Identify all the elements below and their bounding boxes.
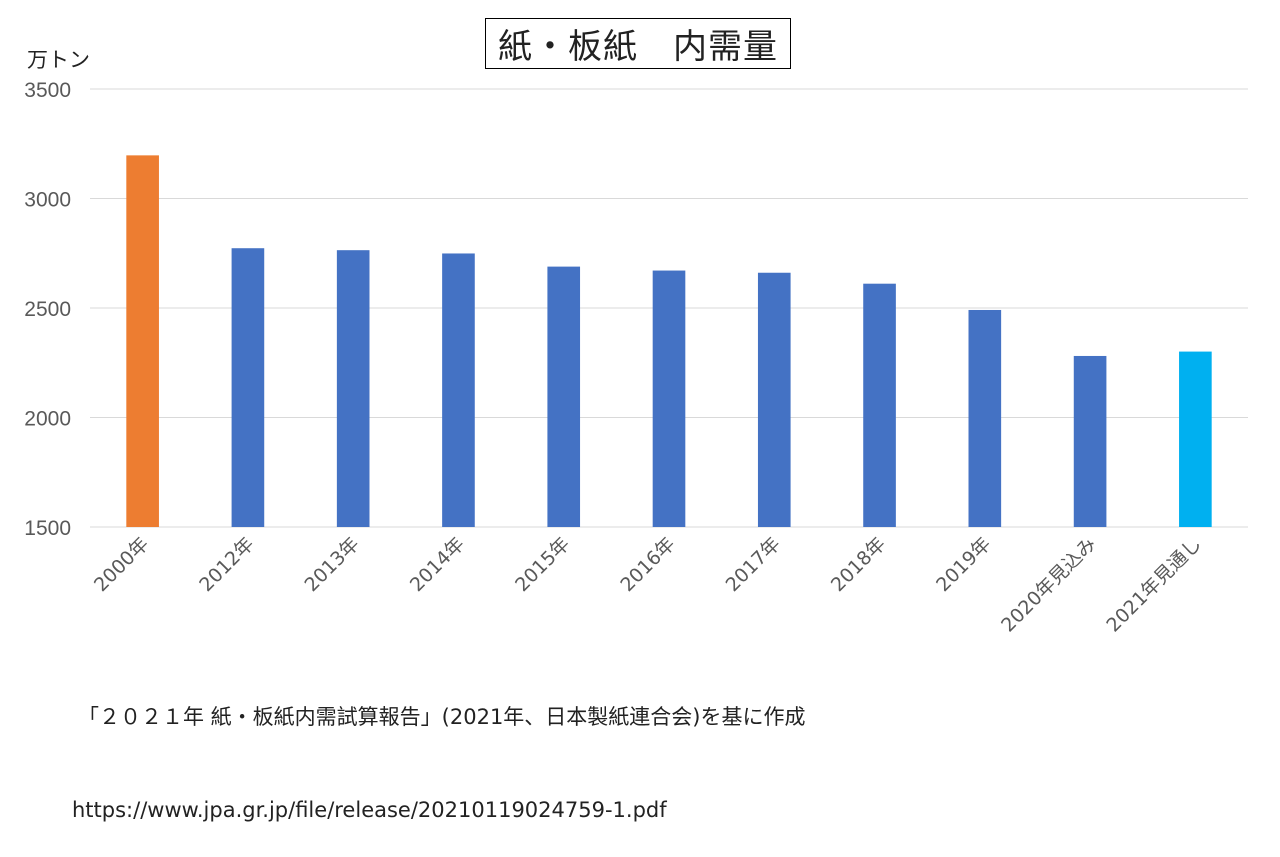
bar (126, 155, 159, 527)
bar (336, 250, 370, 527)
x-tick-label: 2012年 (195, 533, 258, 596)
y-tick-label: 3500 (24, 79, 71, 102)
bars (126, 155, 1212, 527)
source-citation: 「２０２１年 紙・板紙内需試算報告」(2021年、日本製紙連合会)を基に作成 (78, 705, 806, 729)
bar (757, 272, 791, 527)
x-tick-label: 2016年 (616, 533, 679, 596)
y-tick-label: 2000 (24, 408, 71, 431)
x-tick-label: 2017年 (722, 533, 785, 596)
bar (1073, 355, 1107, 527)
y-tick-label: 2500 (24, 298, 71, 321)
x-tick-label: 2000年 (90, 533, 153, 596)
bar (442, 253, 475, 527)
y-tick-label: 3000 (24, 189, 71, 212)
x-tick-label: 2015年 (511, 533, 574, 596)
y-axis-ticks: 1500 2000 2500 3000 3500 (24, 79, 71, 540)
x-axis-ticks: 2000年 2012年 2013年 2014年 2015年 2016年 2017年 2018年… (90, 533, 1206, 636)
bar (968, 309, 1002, 527)
bar (863, 283, 896, 527)
chart-title: 紙・板紙 内需量 (485, 18, 791, 69)
bar (652, 270, 686, 527)
y-tick-label: 1500 (24, 517, 71, 540)
source-url[interactable]: https://www.jpa.gr.jp/file/release/20210… (72, 798, 667, 822)
bar (547, 266, 581, 527)
x-tick-label: 2021年見通し (1102, 533, 1205, 636)
x-tick-label: 2013年 (301, 533, 364, 596)
y-axis-unit-label: 万トン (27, 48, 90, 72)
source-note: 「２０２１年 紙・板紙内需試算報告」(2021年、日本製紙連合会)を基に作成 h… (72, 640, 806, 857)
x-tick-label: 2020年見込み (997, 533, 1100, 636)
bar (1179, 351, 1212, 527)
bar-chart: 1500 2000 2500 3000 3500 2000年 2012年 2013年 2014… (24, 79, 1248, 636)
x-tick-label: 2014年 (406, 533, 469, 596)
x-tick-label: 2019年 (932, 533, 995, 596)
bar (231, 248, 265, 527)
x-tick-label: 2018年 (827, 533, 890, 596)
